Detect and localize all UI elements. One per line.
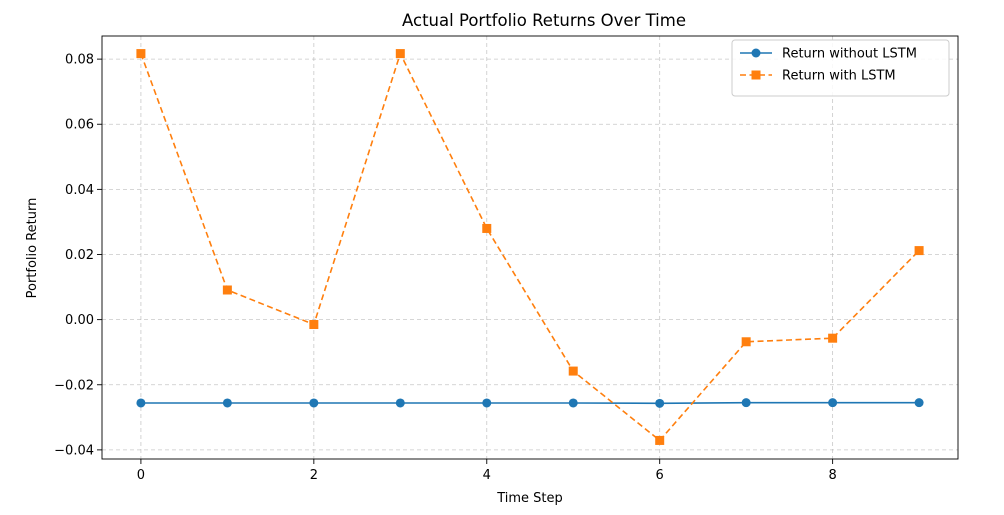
data-point [309,398,319,408]
x-tick-label: 2 [310,468,318,483]
data-point [655,398,665,408]
chart-title: Actual Portfolio Returns Over Time [402,11,686,30]
series-line [140,52,920,442]
data-point [309,320,319,330]
series-without-lstm [136,398,924,408]
data-point [741,398,751,408]
legend-box [731,39,950,97]
data-point [136,398,146,408]
y-tick-label: 0.08 [65,53,94,68]
data-point [395,49,405,59]
legend-item: Return with LSTM [740,69,896,84]
data-point [741,337,751,347]
data-point [395,398,405,408]
grid [102,36,958,459]
legend-marker [751,48,761,58]
x-tick-label: 0 [137,468,145,483]
series-line [140,401,920,405]
data-point [568,366,578,376]
y-tick-label: 0.02 [65,248,94,263]
y-axis-label: Portfolio Return [25,198,40,299]
x-tick-label: 4 [483,468,491,483]
x-tick-label: 8 [828,468,836,483]
data-point [828,398,838,408]
legend-items: Return without LSTM Return with LSTM [740,47,917,84]
data-point [568,398,578,408]
y-tick-label: 0.06 [65,118,94,133]
y-tick-label: −0.04 [54,443,94,458]
y-tick-label: 0.00 [65,313,94,328]
plot-frame [101,35,959,460]
x-axis-label: Time Step [496,491,563,506]
data-point [222,285,232,295]
data-point [482,398,492,408]
data-point [655,435,665,445]
axis-ticks: 0 2 4 6 8 −0.04 −0.02 0.00 0.02 0.04 0.06 0.08 [54,53,837,483]
y-tick-label: 0.04 [65,183,94,198]
x-tick-label: 6 [656,468,664,483]
y-tick-label: −0.02 [54,378,94,393]
series-with-lstm [136,49,924,445]
legend-label: Return without LSTM [782,47,917,62]
legend-item: Return without LSTM [740,47,917,62]
legend-marker [751,70,761,80]
legend-label: Return with LSTM [782,69,896,84]
data-point [136,49,146,59]
series-layer [136,49,924,445]
data-point [222,398,232,408]
data-point [828,333,838,343]
data-point [914,398,924,408]
data-point [914,246,924,256]
legend: Return without LSTM Return with LSTM [731,39,950,97]
data-point [482,223,492,233]
